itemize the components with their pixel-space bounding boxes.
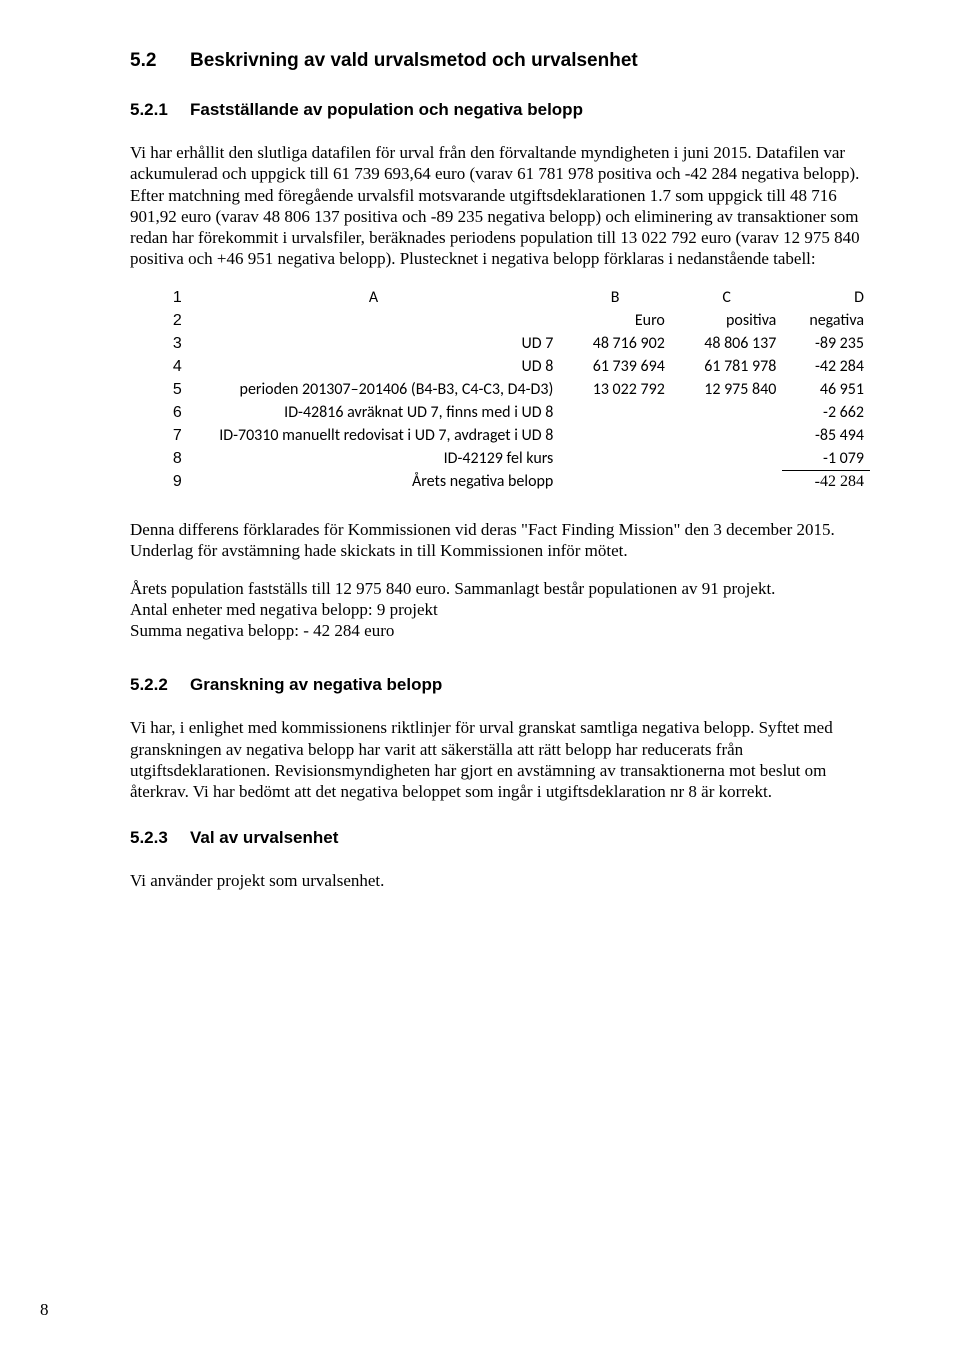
table-row: 2 Euro positiva negativa [154,309,870,332]
row-index: 4 [154,355,188,378]
cell [671,447,783,471]
row-index: 2 [154,309,188,332]
col-d-header: D [782,286,870,309]
cell: -89 235 [782,332,870,355]
body-paragraph: Årets population fastställs till 12 975 … [130,578,870,599]
heading-5-2-2: 5.2.2Granskning av negativa belopp [130,675,870,695]
body-line: Summa negativa belopp: - 42 284 euro [130,620,870,641]
cell [559,424,671,447]
cell: negativa [782,309,870,332]
explanation-table: 1 A B C D 2 Euro positiva negativa 3 UD … [154,286,870,494]
heading-number: 5.2.1 [130,100,190,120]
body-paragraph: Vi har erhållit den slutliga datafilen f… [130,142,870,270]
body-paragraph: Denna differens förklarades för Kommissi… [130,519,870,562]
body-paragraph: Vi har, i enlighet med kommissionens rik… [130,717,870,802]
heading-5-2-1: 5.2.1Fastställande av population och neg… [130,100,870,120]
table-row: 8 ID-42129 fel kurs -1 079 [154,447,870,471]
heading-number: 5.2.3 [130,828,190,848]
heading-text: Fastställande av population och negativa… [190,100,583,119]
cell [559,401,671,424]
cell: Euro [559,309,671,332]
row-index: 9 [154,470,188,493]
heading-text: Val av urvalsenhet [190,828,338,847]
row-index: 5 [154,378,188,401]
cell: 12 975 840 [671,378,783,401]
cell: ID-42816 avräknat UD 7, finns med i UD 8 [188,401,560,424]
cell [559,447,671,471]
cell: 61 739 694 [559,355,671,378]
cell: -42 284 [782,355,870,378]
table-row: 6 ID-42816 avräknat UD 7, finns med i UD… [154,401,870,424]
cell-total: -42 284 [782,470,870,493]
cell: positiva [671,309,783,332]
heading-text: Beskrivning av vald urvalsmetod och urva… [190,50,638,71]
col-index: 1 [154,286,188,309]
cell [188,309,560,332]
cell: 61 781 978 [671,355,783,378]
body-paragraph: Vi använder projekt som urvalsenhet. [130,870,870,891]
col-b-header: B [559,286,671,309]
cell [671,401,783,424]
cell [671,470,783,493]
cell: 13 022 792 [559,378,671,401]
body-line: Antal enheter med negativa belopp: 9 pro… [130,599,870,620]
cell [559,470,671,493]
heading-number: 5.2 [130,50,190,72]
cell [671,424,783,447]
cell: Årets negativa belopp [188,470,560,493]
cell: -85 494 [782,424,870,447]
table-header-row: 1 A B C D [154,286,870,309]
heading-5-2-3: 5.2.3Val av urvalsenhet [130,828,870,848]
table-row: 4 UD 8 61 739 694 61 781 978 -42 284 [154,355,870,378]
row-index: 7 [154,424,188,447]
col-a-header: A [188,286,560,309]
cell: ID-42129 fel kurs [188,447,560,471]
cell: 48 806 137 [671,332,783,355]
cell: UD 8 [188,355,560,378]
col-c-header: C [671,286,783,309]
table-row: 3 UD 7 48 716 902 48 806 137 -89 235 [154,332,870,355]
heading-5-2: 5.2Beskrivning av vald urvalsmetod och u… [130,50,870,72]
cell: perioden 201307–201406 (B4-B3, C4-C3, D4… [188,378,560,401]
row-index: 3 [154,332,188,355]
page-number: 8 [40,1300,49,1320]
cell: -1 079 [782,447,870,471]
cell: UD 7 [188,332,560,355]
cell: 46 951 [782,378,870,401]
cell: ID-70310 manuellt redovisat i UD 7, avdr… [188,424,560,447]
row-index: 6 [154,401,188,424]
heading-number: 5.2.2 [130,675,190,695]
row-index: 8 [154,447,188,471]
table-row: 5 perioden 201307–201406 (B4-B3, C4-C3, … [154,378,870,401]
table-row-total: 9 Årets negativa belopp -42 284 [154,470,870,493]
cell: -2 662 [782,401,870,424]
table-row: 7 ID-70310 manuellt redovisat i UD 7, av… [154,424,870,447]
heading-text: Granskning av negativa belopp [190,675,442,694]
cell: 48 716 902 [559,332,671,355]
document-page: 5.2Beskrivning av vald urvalsmetod och u… [0,0,960,968]
